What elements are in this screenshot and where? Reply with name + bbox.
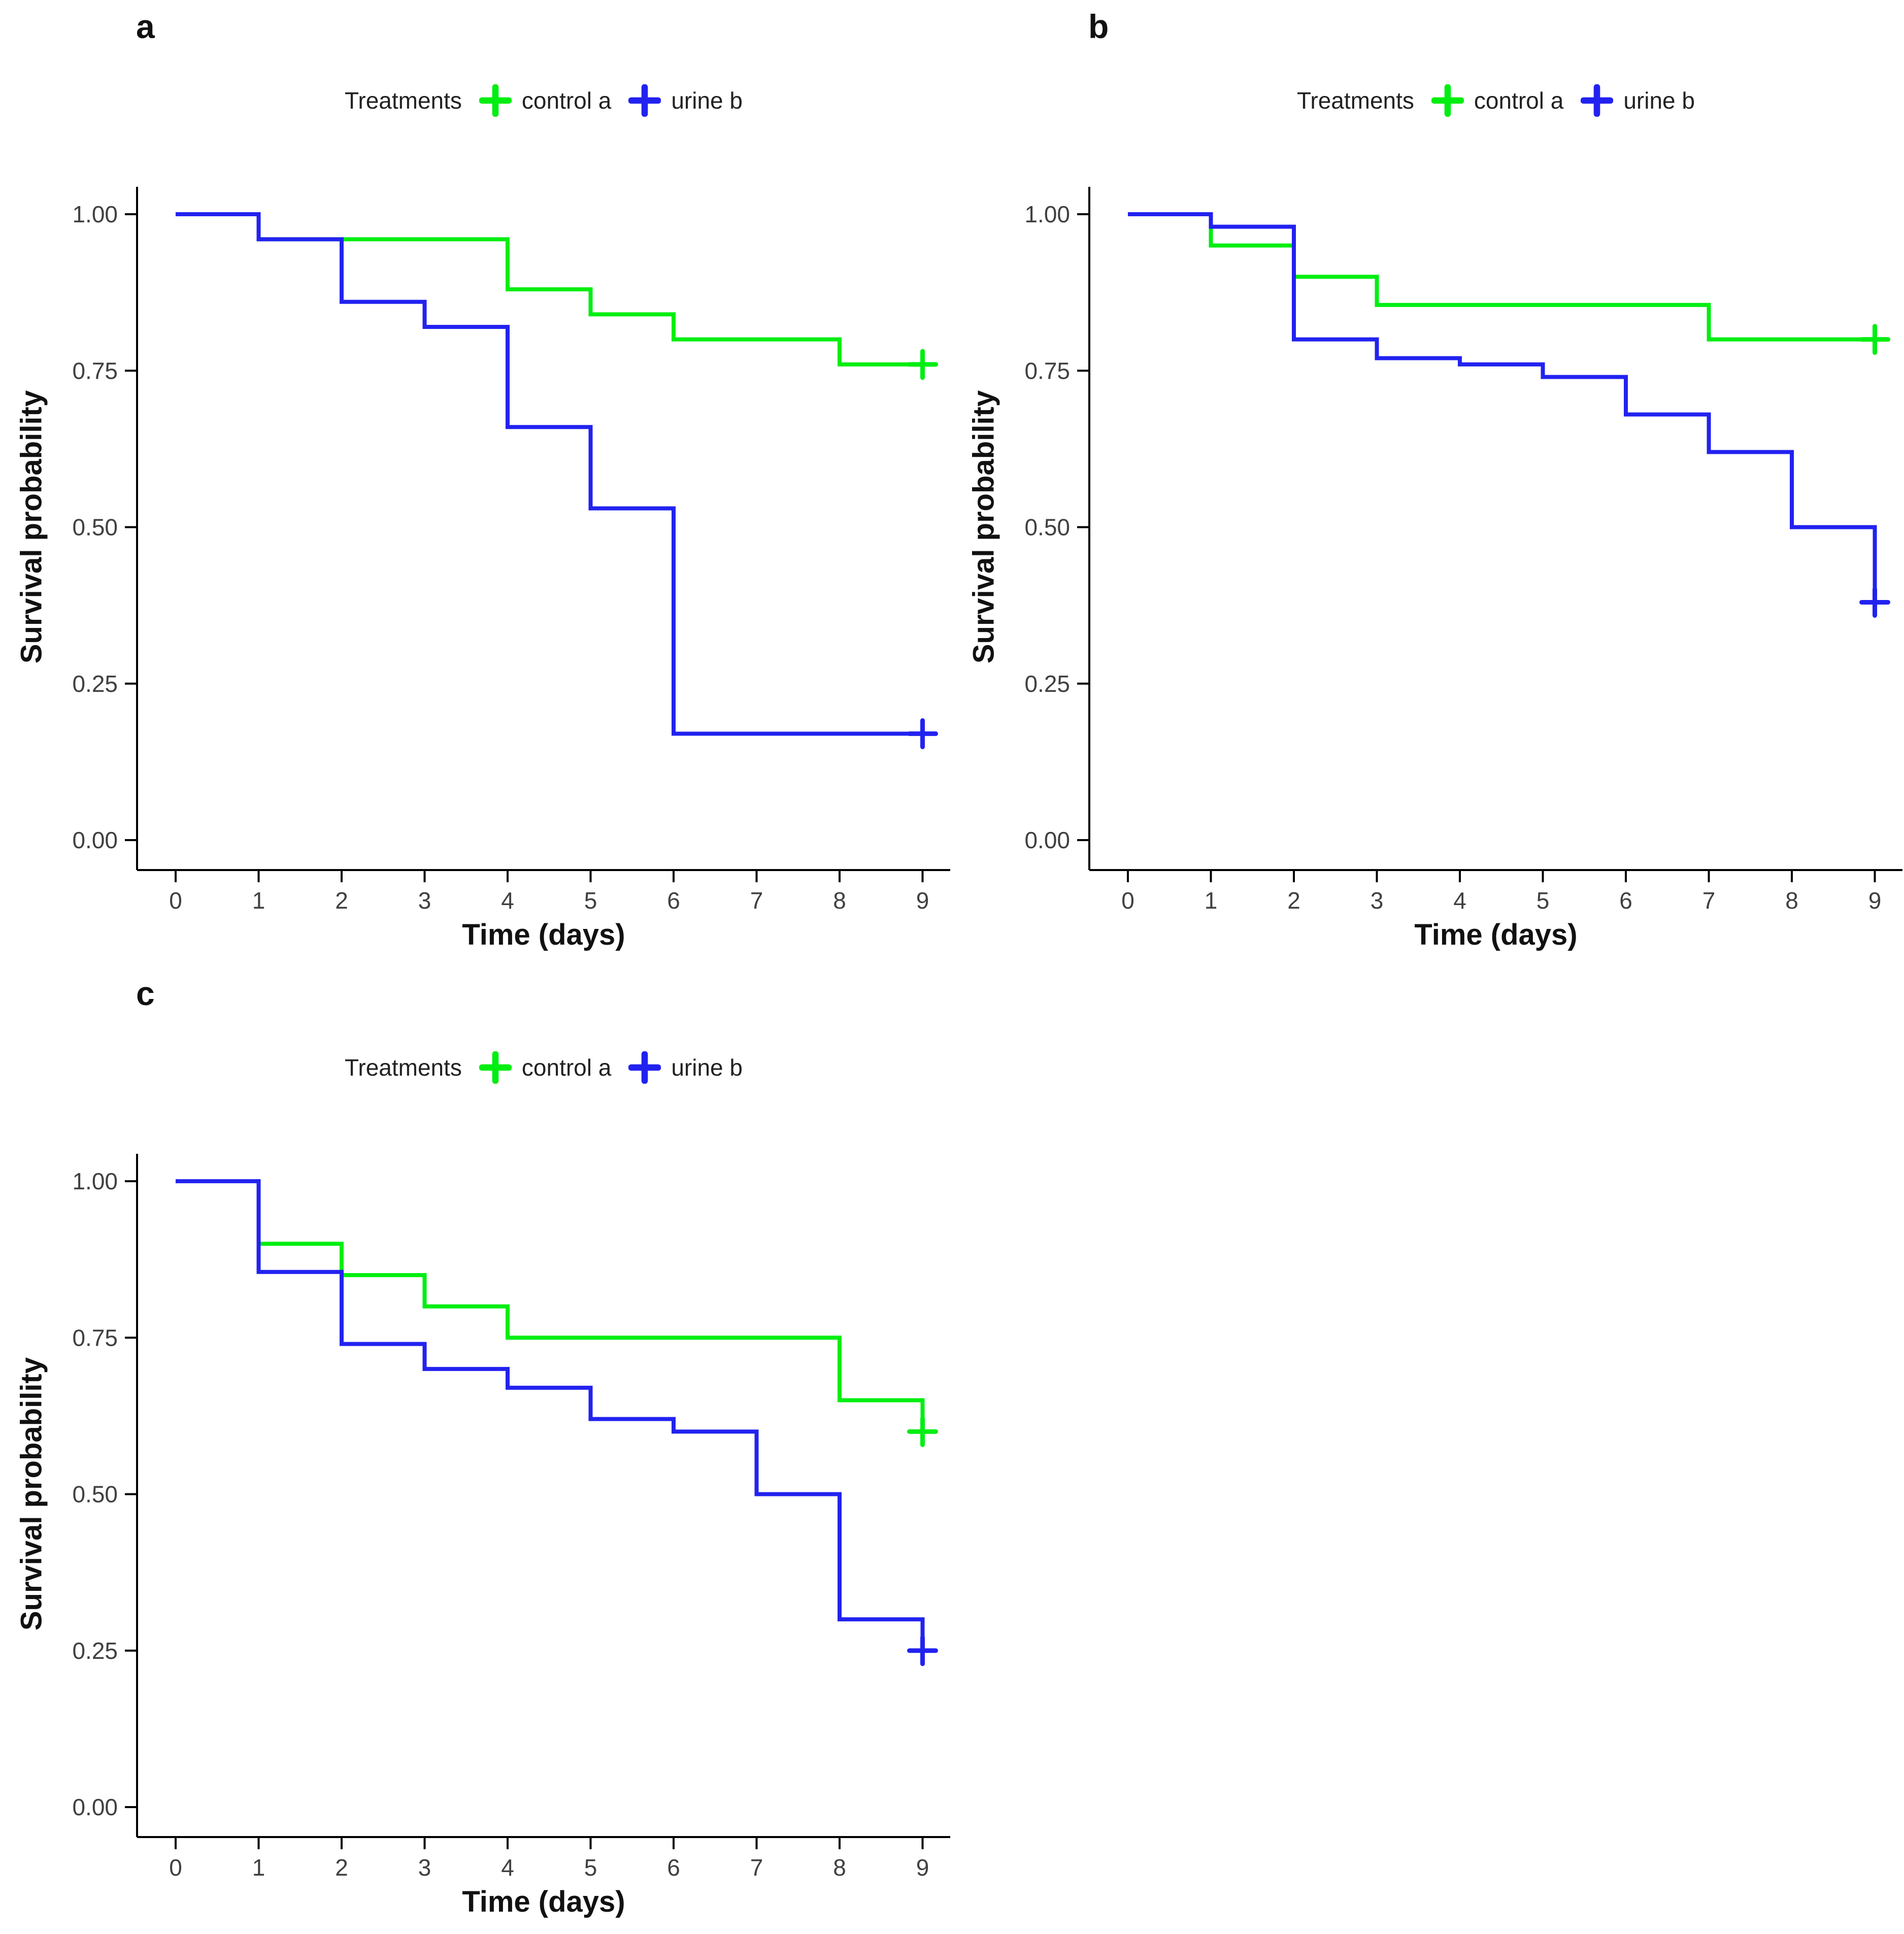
y-tick-label: 0.75 [72, 1324, 118, 1351]
x-tick-label: 7 [750, 887, 763, 914]
censor-plus-icon [1431, 84, 1464, 117]
x-tick-label: 3 [418, 1854, 431, 1881]
y-tick-label: 0.25 [72, 671, 118, 697]
x-tick-label: 3 [1371, 887, 1384, 914]
x-tick-label: 0 [1121, 887, 1134, 914]
censor-mark [1859, 586, 1890, 618]
panel-c: 1.00 0.75 0.50 0.25 0.00 0 1 2 3 4 5 6 7 8 9 c Treatme… [0, 967, 952, 1934]
legend-title: Treatments [344, 87, 462, 114]
x-tick-label: 1 [1205, 887, 1218, 914]
y-axis-title: Survival probability [967, 390, 1000, 664]
y-tick-label: 1.00 [72, 201, 118, 227]
x-tick-label: 4 [1453, 887, 1466, 914]
legend-item-control-a: control a [1431, 84, 1563, 117]
x-tick-label: 1 [252, 887, 265, 914]
panel-letter: b [1088, 8, 1109, 45]
y-tick-label: 0.75 [72, 357, 118, 384]
x-tick-label: 6 [667, 887, 680, 914]
x-tick-label: 8 [1785, 887, 1798, 914]
x-tick-label: 4 [501, 1854, 514, 1881]
censor-plus-icon [1581, 84, 1614, 117]
legend-item-label: urine b [671, 87, 743, 114]
y-axis-title: Survival probability [15, 390, 48, 664]
legend-item-urine-b: urine b [628, 1051, 743, 1084]
x-tick-label: 9 [916, 1854, 929, 1881]
curve-control-a [176, 212, 923, 366]
y-tick-label: 0.50 [1024, 514, 1070, 541]
x-tick-label: 4 [501, 887, 514, 914]
panel-letter: a [136, 8, 155, 45]
y-axis-title: Survival probability [15, 1357, 48, 1631]
x-tick-label: 9 [1868, 887, 1882, 914]
legend-item-label: urine b [671, 1054, 743, 1081]
curve-urine-b [176, 1179, 925, 1651]
x-tick-label: 2 [335, 1854, 348, 1881]
legend-title: Treatments [344, 1054, 462, 1081]
panel-a: 1.00 0.75 0.50 0.25 0.00 0 1 2 3 4 5 6 7 8 9 a Treatme… [0, 0, 952, 967]
y-tick-label: 0.25 [1024, 671, 1070, 697]
curve-control-a [176, 1179, 925, 1432]
y-tick-label: 0.25 [72, 1638, 118, 1664]
censor-plus-icon [479, 1051, 512, 1084]
legend-item-control-a: control a [479, 1051, 611, 1084]
censor-plus-icon [628, 1051, 661, 1084]
legend-item-label: control a [521, 87, 612, 114]
panel-b: 1.00 0.75 0.50 0.25 0.00 0 1 2 3 4 5 6 7 8 9 b Treatme… [952, 0, 1904, 967]
legend-item-urine-b: urine b [628, 84, 743, 117]
censor-mark [907, 1635, 938, 1666]
x-tick-label: 2 [1287, 887, 1300, 914]
survival-plot-a: 1.00 0.75 0.50 0.25 0.00 0 1 2 3 4 5 6 7 8 9 [72, 187, 950, 914]
x-tick-label: 6 [1619, 887, 1632, 914]
curve-urine-b [1128, 212, 1877, 603]
x-axis-title: Time (days) [462, 1885, 625, 1918]
legend-item-label: control a [1474, 87, 1564, 114]
curve-urine-b [176, 212, 923, 736]
censor-mark [907, 349, 938, 380]
censor-mark [1859, 324, 1890, 355]
survival-plot-b: 1.00 0.75 0.50 0.25 0.00 0 1 2 3 4 5 6 7 8 9 [1024, 187, 1902, 914]
y-tick-label: 1.00 [72, 1168, 118, 1194]
x-tick-label: 6 [667, 1854, 680, 1881]
legend-item-urine-b: urine b [1581, 84, 1695, 117]
x-tick-label: 5 [584, 1854, 597, 1881]
y-tick-label: 1.00 [1024, 201, 1070, 227]
y-tick-label: 0.00 [72, 827, 118, 853]
y-tick-label: 0.00 [1024, 827, 1070, 853]
legend-item-control-a: control a [479, 84, 611, 117]
legend-item-label: control a [521, 1054, 612, 1081]
x-tick-label: 8 [833, 887, 846, 914]
x-tick-label: 1 [252, 1854, 265, 1881]
legend-title: Treatments [1296, 87, 1414, 114]
censor-mark [907, 718, 938, 749]
x-tick-label: 0 [169, 1854, 182, 1881]
panel-letter: c [136, 975, 155, 1012]
y-tick-label: 0.50 [72, 514, 118, 541]
x-tick-label: 5 [584, 887, 597, 914]
survival-plot-c: 1.00 0.75 0.50 0.25 0.00 0 1 2 3 4 5 6 7 8 9 [72, 1154, 950, 1881]
legend: Treatments control a urine b [1089, 84, 1902, 117]
x-tick-label: 7 [750, 1854, 763, 1881]
x-tick-label: 9 [916, 887, 929, 914]
y-tick-label: 0.00 [72, 1794, 118, 1820]
x-tick-label: 7 [1702, 887, 1716, 914]
x-tick-label: 2 [335, 887, 348, 914]
x-tick-label: 0 [169, 887, 182, 914]
y-tick-label: 0.75 [1024, 357, 1070, 384]
censor-plus-icon [628, 84, 661, 117]
x-axis-title: Time (days) [1414, 918, 1578, 951]
x-tick-label: 5 [1536, 887, 1550, 914]
x-tick-label: 8 [833, 1854, 846, 1881]
x-axis-title: Time (days) [462, 918, 625, 951]
y-tick-label: 0.50 [72, 1481, 118, 1508]
legend-item-label: urine b [1623, 87, 1695, 114]
legend: Treatments control a urine b [137, 1051, 950, 1084]
curve-control-a [1128, 212, 1875, 342]
legend: Treatments control a urine b [137, 84, 950, 117]
x-tick-label: 3 [418, 887, 431, 914]
censor-plus-icon [479, 84, 512, 117]
censor-mark [907, 1416, 938, 1447]
